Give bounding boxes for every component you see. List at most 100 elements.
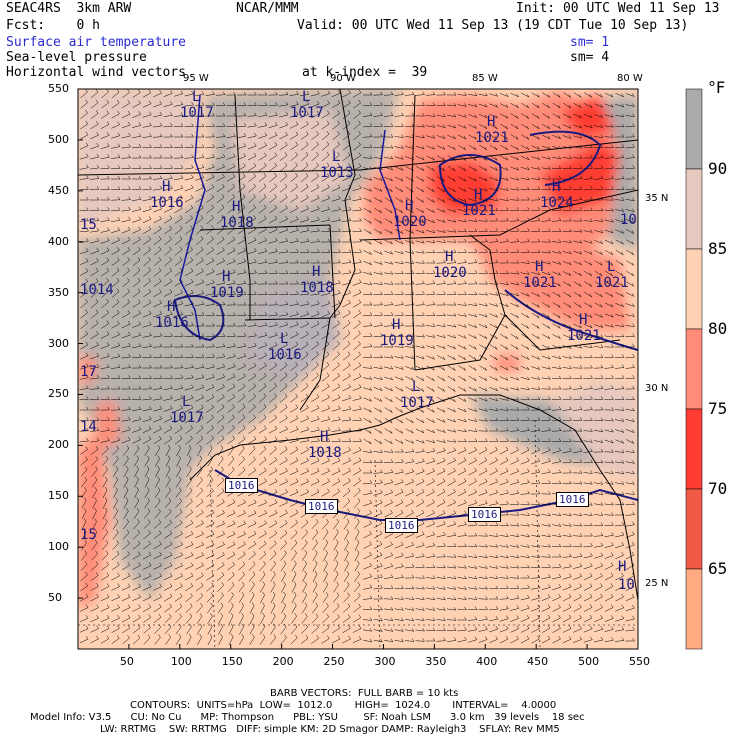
wind-barb	[143, 529, 151, 540]
wind-barb	[290, 519, 298, 529]
wind-barb	[249, 581, 255, 593]
wind-barb	[426, 418, 435, 423]
wind-barb	[552, 523, 562, 527]
wind-barb	[510, 533, 520, 538]
wind-barb	[604, 470, 614, 475]
wind-barb	[562, 583, 572, 591]
wind-barb	[562, 395, 572, 401]
wind-barb	[289, 291, 299, 296]
wind-barb	[342, 488, 351, 497]
wind-barb	[142, 226, 152, 234]
wind-barb	[583, 364, 593, 369]
wind-barb	[363, 218, 372, 224]
wind-barb	[426, 509, 435, 518]
wind-barb	[458, 176, 467, 182]
wind-barb	[405, 541, 415, 549]
wind-barb	[384, 552, 394, 559]
wind-barb	[79, 385, 89, 390]
wind-barb	[176, 465, 181, 478]
wind-barb	[300, 162, 309, 172]
wind-barb	[207, 444, 213, 457]
wind-barb	[194, 154, 205, 159]
wind-barb	[394, 376, 404, 381]
wind-barb	[111, 331, 120, 339]
wind-barb	[270, 571, 276, 582]
wind-barb	[113, 486, 118, 499]
wind-barb	[373, 144, 383, 149]
wind-barb	[289, 331, 299, 339]
wind-barb	[174, 144, 184, 148]
wind-barb	[457, 418, 467, 423]
wind-barb	[152, 165, 163, 169]
wind-barb	[163, 122, 173, 128]
wind-barb	[132, 206, 142, 212]
wind-barb	[206, 435, 214, 445]
wind-barb	[521, 113, 529, 119]
wind-barb	[415, 448, 425, 453]
wind-barb	[236, 280, 247, 285]
wind-barb	[342, 320, 351, 329]
wind-barb	[499, 155, 509, 161]
wind-barb	[457, 302, 467, 306]
wind-barb	[457, 499, 467, 507]
wind-barb	[395, 428, 404, 434]
wind-barb	[573, 250, 583, 255]
wind-barb	[259, 571, 266, 582]
wind-barb	[101, 320, 110, 329]
wind-barb	[268, 91, 278, 96]
wind-barb	[280, 540, 288, 550]
wind-barb	[300, 183, 309, 193]
wind-barb	[615, 460, 625, 464]
wind-barb	[174, 519, 183, 529]
wind-barb	[625, 385, 635, 390]
wind-barb	[625, 583, 635, 591]
wind-barb	[530, 416, 541, 422]
wind-barb	[416, 176, 425, 182]
wind-barb	[552, 355, 562, 360]
wind-barb	[373, 584, 383, 590]
wind-barb	[332, 320, 341, 329]
wind-barb	[132, 133, 142, 138]
wind-barb	[310, 300, 320, 307]
wind-barb	[321, 100, 330, 108]
wind-barb	[394, 123, 404, 127]
wind-barb	[132, 426, 142, 433]
wind-barb	[142, 165, 152, 169]
wind-barb	[184, 300, 194, 307]
wind-barb	[562, 196, 572, 201]
wind-barb	[290, 183, 298, 193]
wind-barb	[353, 340, 361, 351]
wind-barb	[447, 323, 457, 328]
wind-barb	[90, 320, 99, 329]
wind-barb	[489, 397, 499, 402]
wind-barb	[479, 134, 488, 140]
wind-barb	[143, 236, 152, 245]
wind-barb	[279, 372, 288, 382]
wind-barb	[478, 198, 488, 202]
wind-barb	[562, 145, 572, 149]
wind-barb	[321, 162, 330, 172]
wind-barb	[415, 428, 425, 434]
wind-barb	[510, 554, 520, 559]
wind-barb	[290, 152, 298, 161]
wind-barb	[111, 247, 120, 255]
wind-barb	[236, 112, 247, 117]
wind-barb	[604, 552, 614, 559]
wind-barb	[248, 215, 257, 224]
wind-barb	[121, 236, 131, 245]
wind-barb	[415, 322, 425, 327]
wind-barb	[552, 438, 562, 442]
wind-barb	[562, 573, 572, 580]
wind-barb	[227, 581, 235, 593]
wind-barb	[572, 417, 583, 421]
wind-barb	[226, 280, 236, 285]
wind-barb	[457, 447, 467, 455]
field-temperature-label: Surface air temperature	[6, 35, 187, 50]
wind-barb	[426, 165, 435, 172]
wind-barb	[457, 134, 467, 140]
wind-barb	[436, 467, 446, 476]
wind-barb	[320, 227, 331, 233]
wind-barb	[614, 449, 625, 453]
wind-barb	[384, 489, 394, 496]
wind-barb	[300, 321, 309, 329]
